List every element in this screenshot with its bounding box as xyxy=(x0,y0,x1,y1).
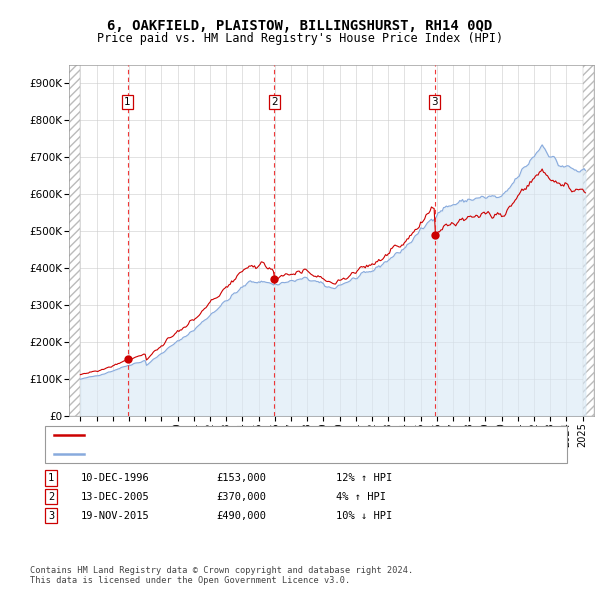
Text: 6, OAKFIELD, PLAISTOW, BILLINGSHURST, RH14 0QD: 6, OAKFIELD, PLAISTOW, BILLINGSHURST, RH… xyxy=(107,19,493,33)
Text: Contains HM Land Registry data © Crown copyright and database right 2024.
This d: Contains HM Land Registry data © Crown c… xyxy=(30,566,413,585)
Text: 1: 1 xyxy=(124,97,131,107)
Text: 2: 2 xyxy=(271,97,277,107)
Text: £370,000: £370,000 xyxy=(216,492,266,502)
Text: 12% ↑ HPI: 12% ↑ HPI xyxy=(336,473,392,483)
Text: 3: 3 xyxy=(431,97,438,107)
Text: 10-DEC-1996: 10-DEC-1996 xyxy=(81,473,150,483)
Text: 1: 1 xyxy=(48,473,54,483)
Text: £153,000: £153,000 xyxy=(216,473,266,483)
Text: 6, OAKFIELD, PLAISTOW, BILLINGSHURST, RH14 0QD (detached house): 6, OAKFIELD, PLAISTOW, BILLINGSHURST, RH… xyxy=(90,430,468,440)
Text: 2: 2 xyxy=(48,492,54,502)
Text: 19-NOV-2015: 19-NOV-2015 xyxy=(81,511,150,520)
Bar xyxy=(69,65,80,416)
Text: HPI: Average price, detached house, Chichester: HPI: Average price, detached house, Chic… xyxy=(90,450,366,459)
Text: £490,000: £490,000 xyxy=(216,511,266,520)
Text: Price paid vs. HM Land Registry's House Price Index (HPI): Price paid vs. HM Land Registry's House … xyxy=(97,32,503,45)
Text: 3: 3 xyxy=(48,511,54,520)
Text: 4% ↑ HPI: 4% ↑ HPI xyxy=(336,492,386,502)
Text: 10% ↓ HPI: 10% ↓ HPI xyxy=(336,511,392,520)
Text: 13-DEC-2005: 13-DEC-2005 xyxy=(81,492,150,502)
Bar xyxy=(583,65,594,416)
